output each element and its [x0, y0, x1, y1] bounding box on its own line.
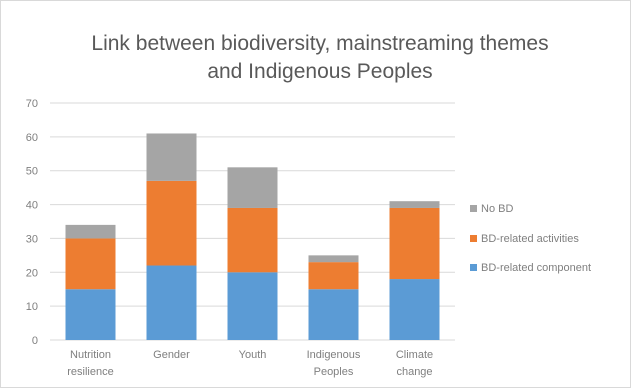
bar-segment-bd-related-activities	[65, 238, 116, 290]
bar-segment-no-bd	[227, 167, 278, 208]
legend-entry: BD-related activities	[481, 233, 579, 245]
y-tick-label: 50	[26, 166, 38, 178]
y-tick-label: 20	[26, 267, 38, 279]
x-category-label: Youth	[239, 349, 267, 361]
bar-segment-bd-related-activities	[227, 207, 278, 273]
bar-segment-bd-related-activities	[308, 262, 359, 290]
bar-segment-bd-related-activities	[389, 207, 440, 280]
x-category-label: Peoples	[314, 366, 354, 378]
x-category-label: Climate	[396, 349, 433, 361]
bar-segment-bd-related-activities	[146, 180, 197, 266]
bar-segment-bd-related-component	[65, 289, 116, 340]
chart-title-line-2: and Indigenous Peoples	[207, 60, 433, 83]
legend-swatch	[470, 235, 477, 242]
bar-segment-no-bd	[65, 224, 116, 239]
legend-entry: No BD	[481, 203, 513, 215]
y-tick-label: 30	[26, 233, 38, 245]
y-axis-ticks: 0 10 20 30 40 50 60 70	[26, 98, 38, 347]
bar-segment-bd-related-component	[227, 272, 278, 340]
x-category-label: resilience	[67, 366, 113, 378]
x-category-label: Indigenous	[307, 349, 361, 361]
y-tick-label: 0	[32, 335, 38, 347]
y-tick-label: 40	[26, 200, 38, 212]
legend-entry: BD-related component	[481, 262, 591, 274]
legend-swatch	[470, 264, 477, 271]
bar-segment-bd-related-component	[146, 265, 197, 340]
x-category-label: Gender	[153, 349, 190, 361]
chart-title-line-1: Link between biodiversity, mainstreaming…	[91, 32, 549, 55]
y-tick-label: 10	[26, 301, 38, 313]
legend: No BD BD-related activities BD-related com…	[470, 203, 591, 274]
x-axis-categories: Nutrition resilience Gender Youth Indigenous…	[67, 349, 433, 378]
bar-segment-no-bd	[389, 201, 440, 208]
chart-title: Link between biodiversity, mainstreaming…	[60, 30, 580, 86]
bar-segment-no-bd	[146, 133, 197, 181]
x-category-label: Nutrition	[70, 349, 111, 361]
bar-segment-bd-related-component	[389, 279, 440, 340]
bar-segment-no-bd	[308, 255, 359, 263]
y-tick-label: 70	[26, 98, 38, 110]
y-tick-label: 60	[26, 132, 38, 144]
x-category-label: change	[396, 366, 432, 378]
legend-swatch	[470, 205, 477, 212]
bar-segment-bd-related-component	[308, 289, 359, 340]
bars	[65, 133, 440, 340]
